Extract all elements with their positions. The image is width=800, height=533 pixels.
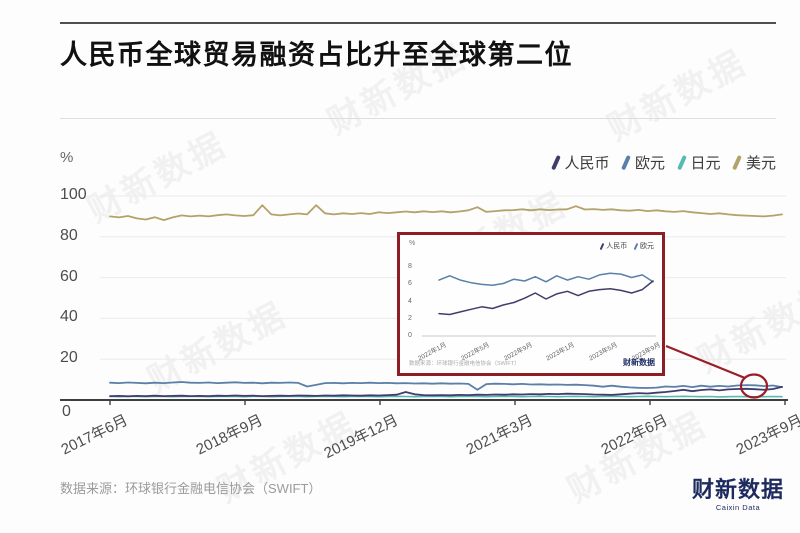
line-76 [109, 204, 783, 222]
inset-legend-item: 欧元 [633, 241, 654, 251]
line-21 [438, 272, 654, 287]
inset-source-note: 数据来源：环球银行金融电信协会（SWIFT） [409, 361, 520, 367]
y-axis-label: 60 [60, 267, 78, 285]
inset-chart-svg [422, 272, 656, 337]
y-axis-label: 100 [60, 186, 87, 203]
legend-item: 日元 [677, 152, 721, 173]
x-axis-ticks [109, 401, 786, 405]
series-lines [109, 204, 783, 398]
callout-connector-line [665, 344, 746, 380]
y-axis-label: 40 [60, 308, 78, 326]
line-76 [109, 381, 783, 391]
inset-y-axis-label: 6 [408, 280, 412, 288]
inset-y-axis-unit-label: % [409, 240, 416, 247]
header-divider [60, 118, 776, 119]
top-rule [60, 22, 776, 24]
caixin-logo-subtext: Caixin Data [715, 503, 761, 512]
inset-legend-item: 人民币 [600, 241, 627, 251]
inset-caixin-logo: 财新数据 [623, 358, 655, 367]
caixin-logo: 财新数据 Caixin Data [692, 477, 785, 513]
line-76 [109, 385, 783, 398]
line-21 [438, 280, 654, 316]
legend-item: 人民币 [551, 152, 610, 173]
page-title: 人民币全球贸易融资占比升至全球第二位 [60, 40, 573, 70]
inset-y-axis-label: 4 [408, 297, 412, 305]
y-axis-unit-label: % [60, 149, 74, 166]
inset-series-lines [438, 272, 654, 316]
caixin-logo-text: 财新数据 [692, 477, 785, 502]
inset-y-axis-label: 2 [408, 314, 412, 322]
legend-label: 欧元 [634, 155, 665, 172]
legend-label: 日元 [690, 155, 721, 172]
y-axis-label-zero: 0 [62, 403, 71, 420]
inset-y-axis-label: 8 [408, 263, 412, 271]
inset-legend: 人民币 欧元 [600, 241, 654, 251]
legend-label: 美元 [745, 155, 776, 172]
callout-circle [739, 373, 769, 399]
legend-label: 人民币 [564, 155, 610, 172]
legend: 人民币 欧元 日元 美元 [551, 152, 776, 173]
legend-item: 欧元 [621, 152, 665, 173]
legend-item: 美元 [732, 152, 776, 173]
y-axis-label: 20 [60, 349, 78, 367]
inset-y-axis-label: 0 [408, 332, 412, 339]
y-axis-label: 80 [60, 226, 78, 244]
source-note: 数据来源：环球银行金融电信协会（SWIFT） [60, 481, 322, 496]
